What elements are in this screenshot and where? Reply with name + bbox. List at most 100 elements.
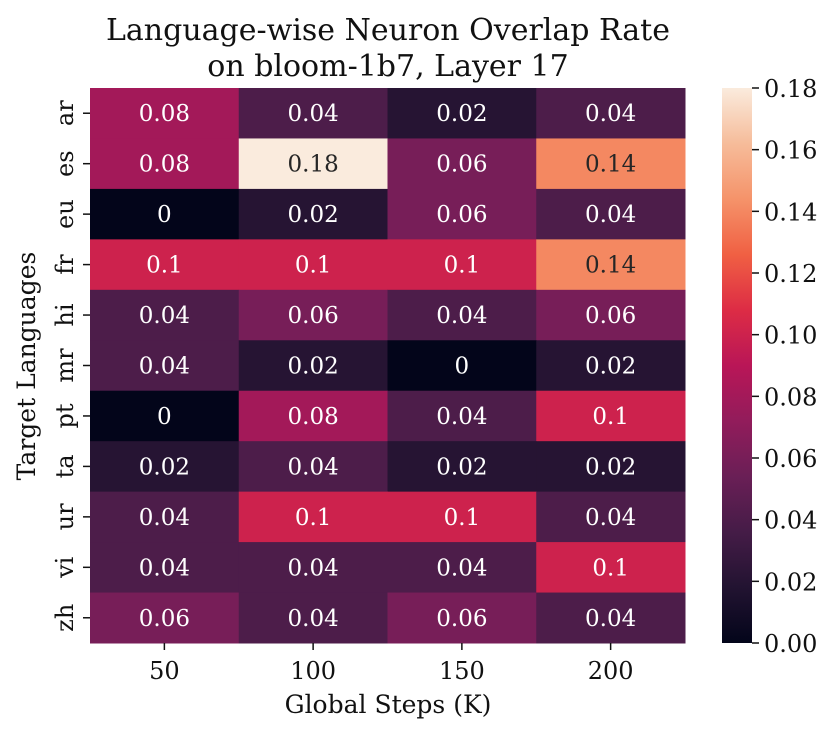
- heatmap-cell-labels: 0.08 0.04 0.02 0.04 0.08 0.18 0.06 0.14 0 0.02 0.0…: [139, 101, 636, 632]
- cell-value-label: 0.14: [585, 253, 636, 279]
- chart-subtitle: on bloom-1b7, Layer 17: [207, 49, 568, 84]
- cell-value-label: 0.04: [288, 454, 339, 480]
- colorbar: [722, 88, 752, 643]
- cell-value-label: 0.1: [592, 555, 629, 581]
- y-tick-label: vi: [51, 556, 79, 579]
- heatmap-cell: [90, 88, 240, 139]
- x-axis-label: Global Steps (K): [285, 690, 492, 719]
- y-tick-label: es: [51, 150, 79, 177]
- heatmap-cell: [536, 491, 686, 543]
- cell-value-label: 0.04: [436, 404, 487, 430]
- heatmap-cell: [536, 188, 686, 240]
- cell-value-label: 0.08: [139, 152, 190, 178]
- y-tick-label: ar: [51, 100, 79, 126]
- cell-value-label: 0.04: [436, 303, 487, 329]
- heatmap-cell: [90, 188, 240, 240]
- cell-value-label: 0.06: [139, 606, 190, 632]
- cell-value-label: 0.02: [436, 454, 487, 480]
- cell-value-label: 0.18: [288, 152, 339, 178]
- cell-value-label: 0.08: [288, 404, 339, 430]
- cell-value-label: 0: [157, 202, 172, 228]
- heatmap-cell: [238, 340, 388, 392]
- y-tick-label: zh: [51, 604, 79, 632]
- heatmap-cell: [90, 592, 240, 644]
- heatmap-cell: [387, 188, 537, 240]
- cell-value-label: 0.1: [444, 253, 481, 279]
- cell-value-label: 0.04: [585, 202, 636, 228]
- cell-value-label: 0.1: [295, 505, 332, 531]
- heatmap-cell: [387, 88, 537, 139]
- cell-value-label: 0.1: [295, 253, 332, 279]
- heatmap-cell: [238, 491, 388, 543]
- heatmap-cell: [387, 340, 537, 392]
- y-tick-label: ur: [51, 503, 79, 530]
- colorbar-tick-label: 0.12: [764, 260, 817, 288]
- cell-value-label: 0.04: [139, 505, 190, 531]
- cell-value-label: 0.02: [585, 454, 636, 480]
- heatmap-cell: [90, 289, 240, 341]
- heatmap-cell: [387, 390, 537, 442]
- cell-value-label: 0.02: [288, 202, 339, 228]
- colorbar-tick-label: 0.10: [764, 322, 817, 350]
- x-tick-label: 100: [290, 657, 336, 685]
- y-axis-label: Target Languages: [12, 252, 41, 481]
- cell-value-label: 0: [157, 404, 172, 430]
- heatmap-cell: [238, 289, 388, 341]
- heatmap-cell: [90, 138, 240, 190]
- heatmap-cell: [238, 138, 388, 190]
- chart-title: Language-wise Neuron Overlap Rate: [106, 13, 670, 48]
- cell-value-label: 0.08: [139, 101, 190, 127]
- heatmap-cell: [387, 592, 537, 644]
- cell-value-label: 0.1: [146, 253, 183, 279]
- cell-value-label: 0.1: [444, 505, 481, 531]
- cell-value-label: 0.06: [436, 606, 487, 632]
- colorbar-tick-label: 0.08: [764, 383, 817, 411]
- heatmap-cell: [536, 289, 686, 341]
- colorbar-ticks: 0.00 0.02 0.04 0.06 0.08 0.10 0.12 0.14 0.16 0.18: [752, 75, 817, 658]
- y-tick-label: fr: [51, 254, 79, 275]
- heatmap-cell: [536, 592, 686, 644]
- cell-value-label: 0.04: [585, 101, 636, 127]
- heatmap-cell: [238, 441, 388, 493]
- heatmap-cell: [90, 390, 240, 442]
- heatmap-cell: [387, 239, 537, 291]
- cell-value-label: 0.04: [139, 303, 190, 329]
- heatmap-cell: [238, 592, 388, 644]
- cell-value-label: 0: [455, 354, 470, 380]
- heatmap-cell: [536, 88, 686, 139]
- cell-value-label: 0.02: [436, 101, 487, 127]
- heatmap-cell: [90, 491, 240, 543]
- heatmap-cell: [238, 239, 388, 291]
- cell-value-label: 0.02: [139, 454, 190, 480]
- heatmap-cell: [536, 542, 686, 594]
- y-tick-label: hi: [51, 303, 79, 326]
- colorbar-tick-label: 0.14: [764, 198, 817, 226]
- colorbar-tick-label: 0.16: [764, 137, 817, 165]
- colorbar-tick-label: 0.06: [764, 445, 817, 473]
- x-tick-label: 50: [149, 657, 180, 685]
- cell-value-label: 0.02: [288, 354, 339, 380]
- heatmap-cell: [536, 390, 686, 442]
- y-tick-label: eu: [51, 199, 79, 229]
- heatmap-cell: [536, 138, 686, 190]
- heatmap-cell: [387, 289, 537, 341]
- heatmap-cell: [536, 239, 686, 291]
- heatmap-cells: [90, 88, 686, 644]
- cell-value-label: 0.04: [288, 555, 339, 581]
- cell-value-label: 0.06: [585, 303, 636, 329]
- heatmap-cell: [90, 340, 240, 392]
- colorbar-tick-label: 0.18: [764, 75, 817, 103]
- cell-value-label: 0.04: [288, 101, 339, 127]
- y-tick-label: pt: [51, 403, 79, 428]
- cell-value-label: 0.04: [585, 505, 636, 531]
- heatmap-cell: [238, 88, 388, 139]
- x-tick-label: 150: [439, 657, 485, 685]
- colorbar-tick-label: 0.04: [764, 507, 817, 535]
- y-tick-label: ta: [51, 454, 79, 478]
- heatmap-cell: [387, 441, 537, 493]
- colorbar-tick-label: 0.02: [764, 568, 817, 596]
- cell-value-label: 0.04: [288, 606, 339, 632]
- heatmap-cell: [90, 239, 240, 291]
- y-tick-label: mr: [51, 348, 79, 383]
